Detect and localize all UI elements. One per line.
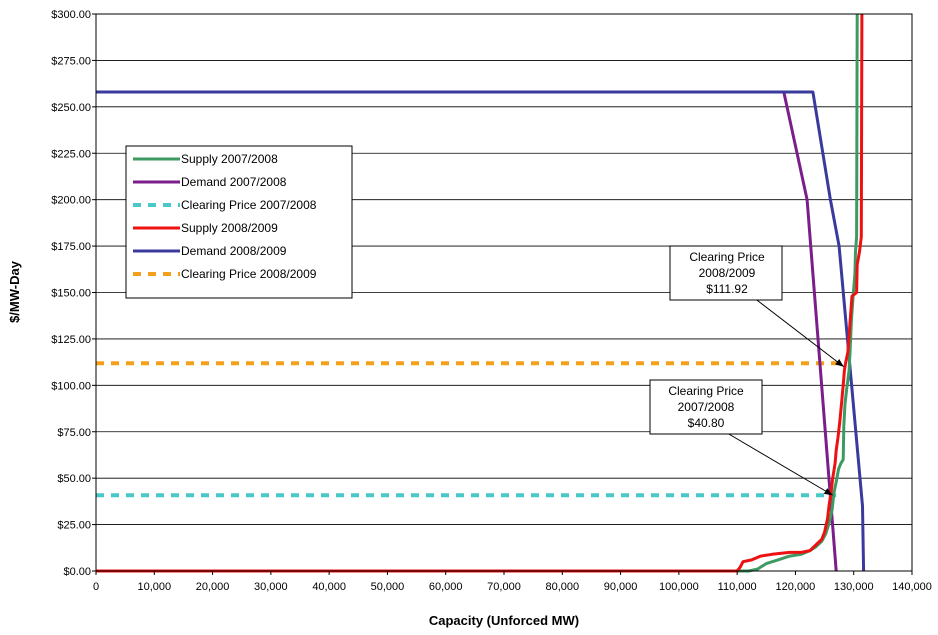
x-tick-label: 140,000	[892, 581, 932, 593]
legend-label-2: Clearing Price 2007/2008	[181, 198, 317, 212]
x-tick-label: 80,000	[545, 581, 579, 593]
y-tick-label: $250.00	[51, 102, 91, 114]
callout-text-cp2008: 2008/2009	[699, 266, 756, 280]
y-tick-label: $25.00	[57, 520, 91, 532]
series-layer	[96, 13, 866, 573]
y-axis-title: $/MW-Day	[7, 260, 22, 323]
callout-box-cp2007	[649, 379, 763, 435]
y-tick-label: $225.00	[51, 148, 91, 160]
y-axis-ticks: $0.00 $25.00 $50.00 $75.00 $100.00 $125.00 $15…	[51, 9, 96, 578]
x-tick-label: 50,000	[371, 581, 405, 593]
x-axis-ticks: 0 10,000 20,000 30,000 40,000 50,000 60,000 70,…	[93, 571, 932, 593]
y-tick-label: $300.00	[51, 9, 91, 21]
x-tick-label: 20,000	[196, 581, 230, 593]
legend-label-1: Demand 2007/2008	[181, 175, 287, 189]
legend-label-3: Supply 2008/2009	[181, 221, 278, 235]
legend-label-0: Supply 2007/2008	[181, 152, 278, 166]
annotations: Clearing Price 2008/2009 $111.92 Clearing P…	[649, 245, 845, 496]
y-tick-label: $175.00	[51, 241, 91, 253]
x-tick-label: 60,000	[429, 581, 463, 593]
callout-arrowhead-cp2007	[823, 488, 833, 496]
x-tick-label: 70,000	[487, 581, 521, 593]
y-tick-label: $200.00	[51, 195, 91, 207]
x-tick-label: 120,000	[776, 581, 816, 593]
x-tick-label: 40,000	[312, 581, 346, 593]
x-tick-label: 110,000	[718, 581, 757, 593]
y-tick-label: $100.00	[51, 380, 91, 392]
series-line-4	[96, 90, 866, 572]
series-line-3	[96, 13, 864, 573]
x-tick-label: 0	[93, 581, 99, 593]
callout-text-cp2008: $111.92	[706, 282, 748, 296]
legend-label-4: Demand 2008/2009	[181, 244, 287, 258]
legend: Supply 2007/2008 Demand 2007/2008 Clearing…	[125, 145, 353, 299]
x-tick-label: 10,000	[137, 581, 171, 593]
callout-text-cp2007: Clearing Price	[668, 384, 744, 398]
y-tick-label: $50.00	[57, 473, 91, 485]
callout-text-cp2008: Clearing Price	[689, 250, 765, 264]
y-tick-label: $150.00	[51, 288, 91, 300]
callout-text-cp2007: $40.80	[688, 416, 725, 430]
x-axis-title: Capacity (Unforced MW)	[429, 613, 579, 628]
callout-leader-cp2007	[728, 433, 833, 496]
y-tick-label: $275.00	[51, 55, 91, 67]
legend-label-5: Clearing Price 2008/2009	[181, 267, 317, 281]
callout-arrowhead-cp2008	[835, 359, 844, 367]
y-tick-label: $125.00	[51, 334, 91, 346]
callout-text-cp2007: 2007/2008	[678, 400, 735, 414]
callout-leader-cp2008	[756, 299, 845, 368]
y-tick-label: $75.00	[57, 427, 91, 439]
x-tick-label: 30,000	[254, 581, 288, 593]
callout-box-cp2008	[669, 245, 783, 301]
x-tick-label: 130,000	[834, 581, 874, 593]
x-tick-label: 100,000	[659, 581, 699, 593]
x-tick-label: 90,000	[604, 581, 638, 593]
y-tick-label: $0.00	[63, 566, 91, 578]
